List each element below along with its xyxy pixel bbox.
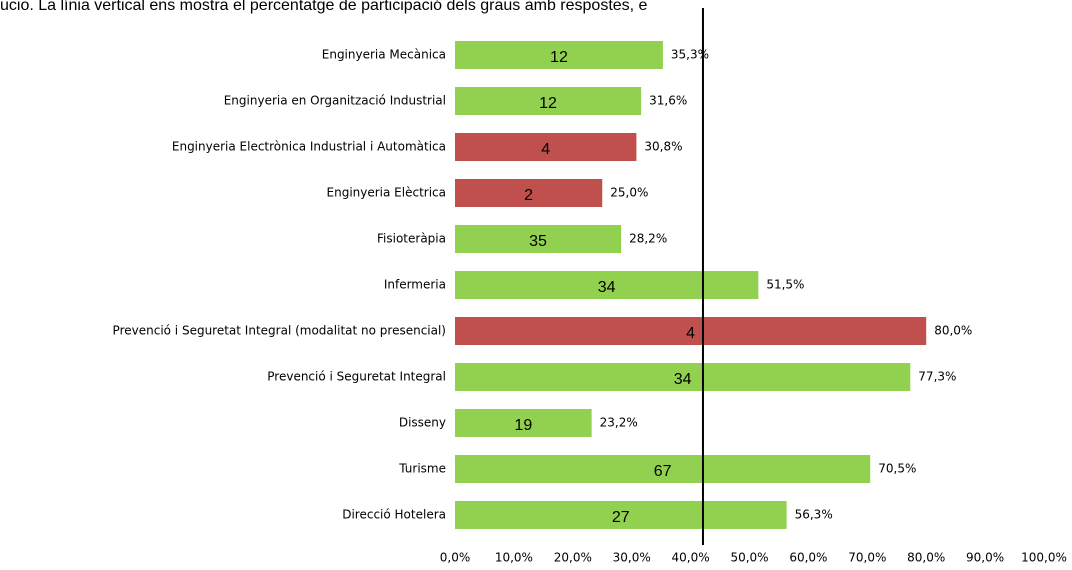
y-tick-label: Infermeria <box>384 278 446 292</box>
y-tick-label: Enginyeria Elèctrica <box>327 186 446 200</box>
x-tick-label: 60,0% <box>789 551 827 565</box>
y-tick-label: Enginyeria Mecànica <box>322 48 446 62</box>
y-tick-label: Fisioteràpia <box>377 232 446 246</box>
count-label: 27 <box>612 509 630 526</box>
x-tick-label: 80,0% <box>907 551 945 565</box>
bar <box>455 409 592 437</box>
x-tick-label: 0,0% <box>440 551 471 565</box>
y-tick-label: Prevenció i Seguretat Integral (modalita… <box>113 324 446 338</box>
count-label: 34 <box>598 279 616 296</box>
y-tick-label: Prevenció i Seguretat Integral <box>267 370 446 384</box>
value-label: 56,3% <box>795 508 833 522</box>
x-tick-label: 20,0% <box>554 551 592 565</box>
value-label: 31,6% <box>649 94 687 108</box>
x-tick-label: 100,0% <box>1021 551 1067 565</box>
value-label: 30,8% <box>644 140 682 154</box>
value-label: 51,5% <box>766 278 804 292</box>
bar <box>455 363 911 391</box>
x-tick-label: 40,0% <box>672 551 710 565</box>
count-label: 67 <box>654 463 672 480</box>
value-label: 70,5% <box>878 462 916 476</box>
bar <box>455 87 642 115</box>
x-tick-label: 10,0% <box>495 551 533 565</box>
bar <box>455 455 871 483</box>
bar <box>455 501 787 529</box>
value-label: 23,2% <box>600 416 638 430</box>
count-label: 12 <box>550 49 568 66</box>
count-label: 12 <box>539 95 557 112</box>
chart-title: ucio. La línia vertical ens mostra el pe… <box>0 0 648 14</box>
bar <box>455 225 622 253</box>
count-label: 19 <box>514 417 532 434</box>
value-label: 25,0% <box>610 186 648 200</box>
x-tick-label: 30,0% <box>613 551 651 565</box>
y-tick-label: Enginyeria en Organització Industrial <box>224 94 446 108</box>
y-tick-label: Turisme <box>398 462 446 476</box>
count-label: 34 <box>674 371 692 388</box>
value-label: 80,0% <box>934 324 972 338</box>
value-label: 35,3% <box>671 48 709 62</box>
x-tick-label: 50,0% <box>730 551 768 565</box>
value-label: 28,2% <box>629 232 667 246</box>
y-tick-label: Direcció Hotelera <box>342 508 446 522</box>
bar <box>455 133 637 161</box>
bar <box>455 179 603 207</box>
bar <box>455 317 927 345</box>
bar <box>455 271 759 299</box>
count-label: 2 <box>524 187 533 204</box>
x-tick-label: 70,0% <box>848 551 886 565</box>
y-tick-label: Enginyeria Electrònica Industrial i Auto… <box>172 140 446 154</box>
count-label: 4 <box>541 141 550 158</box>
bar <box>455 41 663 69</box>
y-tick-label: Disseny <box>399 416 446 430</box>
count-label: 4 <box>686 325 695 342</box>
value-label: 77,3% <box>918 370 956 384</box>
x-tick-label: 90,0% <box>966 551 1004 565</box>
count-label: 35 <box>529 233 547 250</box>
